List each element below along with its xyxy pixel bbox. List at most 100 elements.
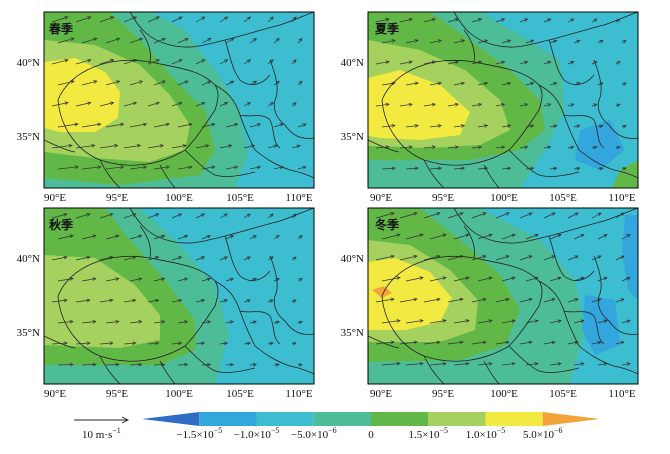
panel-frame bbox=[43, 11, 315, 189]
wind-vector bbox=[75, 16, 92, 23]
wind-vector bbox=[243, 256, 251, 261]
wind-vector bbox=[225, 165, 239, 170]
region-pos3 bbox=[44, 58, 120, 132]
wind-vector bbox=[57, 165, 79, 170]
wind-vector bbox=[123, 255, 137, 261]
province-border bbox=[139, 29, 151, 63]
wind-vector bbox=[51, 101, 69, 107]
wind-vector bbox=[381, 81, 396, 86]
wind-vector bbox=[171, 16, 183, 23]
region-neg-east bbox=[175, 208, 314, 384]
wind-vector bbox=[471, 212, 487, 219]
wind-vector bbox=[375, 340, 395, 345]
wind-vector bbox=[195, 59, 206, 65]
wind-vector bbox=[621, 166, 627, 171]
wind-vector bbox=[615, 340, 625, 345]
wind-vector bbox=[381, 39, 396, 44]
wind-vector bbox=[567, 298, 579, 303]
wind-vector bbox=[501, 319, 516, 324]
wind-vector bbox=[405, 81, 419, 86]
wind-vectors bbox=[51, 16, 307, 170]
wind-vector bbox=[573, 276, 585, 282]
wind-vector bbox=[81, 277, 97, 282]
wind-vector bbox=[573, 362, 585, 366]
wind-vector bbox=[51, 298, 68, 303]
wind-vector bbox=[291, 102, 297, 107]
colorbar-swatch bbox=[428, 412, 486, 426]
x-tick-label: 105°E bbox=[549, 388, 577, 400]
province-border bbox=[99, 159, 121, 188]
wind-vector bbox=[243, 299, 251, 303]
wind-vector bbox=[399, 340, 418, 345]
wind-vector bbox=[225, 37, 235, 44]
wind-vector bbox=[567, 18, 575, 23]
wind-vector bbox=[477, 361, 493, 366]
wind-vector bbox=[471, 145, 483, 150]
province-border bbox=[508, 280, 543, 347]
wind-vector bbox=[249, 80, 258, 86]
wind-vector bbox=[399, 60, 413, 65]
wind-vector bbox=[273, 235, 280, 240]
province-border bbox=[508, 84, 543, 151]
wind-vector bbox=[267, 256, 274, 261]
wind-vector bbox=[249, 320, 257, 324]
wind-vector bbox=[81, 362, 97, 367]
wind-vector bbox=[147, 298, 160, 303]
wind-vector bbox=[591, 298, 602, 303]
wind-vector bbox=[243, 144, 256, 149]
colorbar-label: −1.0×10−5 bbox=[234, 426, 280, 441]
wind-vector bbox=[243, 59, 252, 65]
x-tick-label: 90°E bbox=[44, 388, 66, 400]
wind-vector bbox=[597, 166, 604, 171]
wind-vector bbox=[177, 277, 189, 282]
wind-vector bbox=[147, 341, 160, 346]
wind-vector bbox=[495, 255, 510, 261]
wind-vector bbox=[201, 320, 212, 324]
wind-vector bbox=[297, 37, 303, 44]
wind-vector bbox=[429, 361, 447, 366]
wind-vector bbox=[567, 103, 575, 107]
wind-vector bbox=[75, 101, 92, 107]
wind-vector bbox=[597, 319, 608, 324]
x-tick-label: 90°E bbox=[370, 192, 392, 204]
x-tick-label: 110°E bbox=[285, 388, 312, 400]
wind-vector bbox=[615, 103, 621, 108]
wind-vector bbox=[501, 276, 516, 282]
wind-vector bbox=[375, 297, 395, 303]
wind-vector bbox=[249, 235, 257, 240]
province-border bbox=[99, 355, 121, 384]
wind-vector bbox=[525, 233, 539, 240]
wind-vector bbox=[573, 39, 581, 44]
wind-vector bbox=[591, 145, 598, 150]
wind-vector bbox=[375, 17, 390, 23]
wind-vector bbox=[399, 102, 413, 107]
wind-vector bbox=[471, 297, 487, 303]
wind-vector bbox=[615, 145, 621, 150]
province-border bbox=[269, 255, 286, 322]
colorbar-swatch bbox=[485, 412, 543, 426]
wind-vector bbox=[453, 361, 470, 366]
wind-vector bbox=[591, 103, 598, 107]
wind-vector bbox=[57, 122, 79, 128]
wind-vector bbox=[219, 144, 233, 149]
wind-vector bbox=[177, 122, 193, 128]
wind-vector bbox=[501, 124, 512, 128]
wind-vector bbox=[423, 212, 441, 219]
province-border bbox=[254, 149, 314, 179]
wind-vector bbox=[153, 234, 166, 240]
wind-vector bbox=[453, 233, 470, 240]
wind-vector bbox=[495, 340, 510, 345]
province-border bbox=[239, 310, 281, 345]
wind-vector bbox=[519, 297, 533, 303]
wind-vector bbox=[129, 122, 148, 128]
wind-vector bbox=[273, 165, 284, 170]
wind-vector bbox=[57, 277, 74, 282]
x-tick-label: 100°E bbox=[490, 192, 518, 204]
x-tick-label: 100°E bbox=[165, 192, 193, 204]
wind-vector bbox=[429, 39, 442, 44]
wind-vector bbox=[477, 39, 489, 44]
wind-vector bbox=[399, 17, 413, 23]
wind-vector bbox=[201, 234, 212, 240]
wind-vector bbox=[153, 122, 170, 128]
province-border bbox=[184, 84, 219, 151]
